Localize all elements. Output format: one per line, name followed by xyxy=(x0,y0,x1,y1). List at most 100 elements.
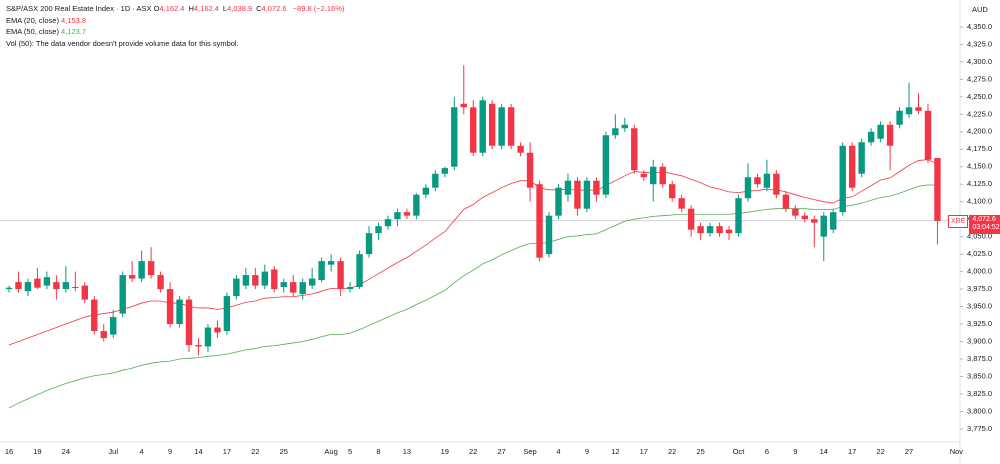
x-tick-label: 24 xyxy=(62,447,70,456)
indicator-value: 4,153.8 xyxy=(61,15,87,25)
candle-body xyxy=(820,215,827,237)
candle-body xyxy=(801,215,809,220)
x-tick-label: 4 xyxy=(556,447,560,456)
candle-body xyxy=(697,226,704,234)
y-tick-label: 3,925.0 xyxy=(967,319,992,328)
candle-body xyxy=(261,271,268,286)
candle-body xyxy=(43,277,51,286)
candle-body xyxy=(811,219,818,223)
x-tick-label: 19 xyxy=(33,447,41,456)
indicator-name: EMA (20, close) xyxy=(6,15,59,25)
ohlc-values: O4,162.4 H4,162.4 L4,038.9 C4,072.6 xyxy=(154,4,291,13)
x-tick-label: Nov xyxy=(950,447,964,456)
candle-body xyxy=(886,124,894,146)
candle-body xyxy=(782,194,790,209)
candle-body xyxy=(507,107,515,146)
y-tick-label: 4,275.0 xyxy=(967,74,992,83)
candle-body xyxy=(394,212,401,220)
candle-body xyxy=(754,177,761,185)
candle-body xyxy=(924,110,932,160)
candle-body xyxy=(488,103,496,146)
price-tag-price: 4,072.6 xyxy=(972,215,996,223)
y-tick-label: 3,825.0 xyxy=(967,389,992,398)
candle-body xyxy=(327,261,335,265)
candle-body xyxy=(252,275,259,286)
candle-body xyxy=(403,212,411,216)
candle-body xyxy=(773,173,780,195)
candle-body xyxy=(185,299,193,346)
indicator-row: EMA (50, close) 4,123.7 xyxy=(6,26,348,38)
x-tick-label: 17 xyxy=(223,447,231,456)
y-tick-label: 4,225.0 xyxy=(967,109,992,118)
candle-body xyxy=(830,212,837,230)
candle-body xyxy=(128,275,136,279)
candle-body xyxy=(318,261,325,280)
candle-body xyxy=(15,282,22,290)
candle-body xyxy=(204,327,212,347)
candle-body xyxy=(593,180,600,195)
x-tick-label: 22 xyxy=(876,447,884,456)
ohlc-label: C xyxy=(256,4,262,13)
x-tick-label: 25 xyxy=(696,447,704,456)
candle-body xyxy=(706,226,714,234)
x-tick-label: 8 xyxy=(376,447,380,456)
ohlc-label: L xyxy=(222,4,228,13)
y-tick-label: 3,950.0 xyxy=(967,302,992,311)
candle-body xyxy=(34,278,41,288)
candle-body xyxy=(744,177,752,199)
price-tag-symbol: XRE xyxy=(948,214,969,228)
x-tick-label: 14 xyxy=(820,447,828,456)
candle-body xyxy=(470,107,477,153)
candle-body xyxy=(905,107,913,115)
candle-body xyxy=(536,184,543,258)
candle-body xyxy=(839,145,846,213)
candle-body xyxy=(290,282,297,293)
x-tick-label: 17 xyxy=(848,447,856,456)
candle-body xyxy=(384,219,392,227)
y-tick-label: 4,300.0 xyxy=(967,57,992,66)
indicator-value: 4,123.7 xyxy=(61,27,87,36)
candle-body xyxy=(574,180,581,209)
candle-body xyxy=(422,187,430,195)
candle-body xyxy=(678,198,685,209)
legend: S&P/ASX 200 Real Estate Index · 1D · ASX… xyxy=(6,3,348,49)
y-tick-label: 3,975.0 xyxy=(967,284,992,293)
candle-body xyxy=(583,180,591,209)
candle-body xyxy=(621,124,629,129)
price-tag-box: 4,072.6 03:04:52 xyxy=(969,214,1000,234)
ohlc-value: 4,162.4 xyxy=(159,4,185,13)
candle-body xyxy=(725,229,733,234)
x-tick-label: 5 xyxy=(348,447,352,456)
candle-body xyxy=(110,317,117,335)
y-tick-label: 4,200.0 xyxy=(967,127,992,136)
candle-body xyxy=(602,135,610,195)
y-tick-label: 4,325.0 xyxy=(967,39,992,48)
x-tick-label: 17 xyxy=(640,447,648,456)
candle-body xyxy=(792,208,799,216)
candle-body xyxy=(867,131,875,143)
ema-line xyxy=(8,159,938,346)
currency-label: AUD xyxy=(972,5,988,14)
candle-body xyxy=(896,110,903,125)
x-tick-label: Aug xyxy=(324,447,337,456)
indicator-name: EMA (50, close) xyxy=(6,27,59,36)
candle-body xyxy=(716,226,723,234)
candle-body xyxy=(877,124,884,139)
candle-body xyxy=(564,180,572,195)
candle-body xyxy=(91,299,98,332)
candle-body xyxy=(81,285,88,300)
candle-body xyxy=(337,261,344,290)
candle-body xyxy=(545,215,553,255)
candle-body xyxy=(119,275,126,314)
candle-body xyxy=(346,286,354,290)
candle-body xyxy=(650,166,657,185)
y-tick-label: 3,775.0 xyxy=(967,424,992,433)
candle-body xyxy=(441,168,449,174)
indicator-row: EMA (20, close) 4,153.8 xyxy=(6,15,348,27)
x-tick-label: 25 xyxy=(280,447,288,456)
y-tick-label: 3,900.0 xyxy=(967,337,992,346)
ohlc-value: 4,162.4 xyxy=(193,4,219,13)
x-tick-label: 13 xyxy=(403,447,411,456)
